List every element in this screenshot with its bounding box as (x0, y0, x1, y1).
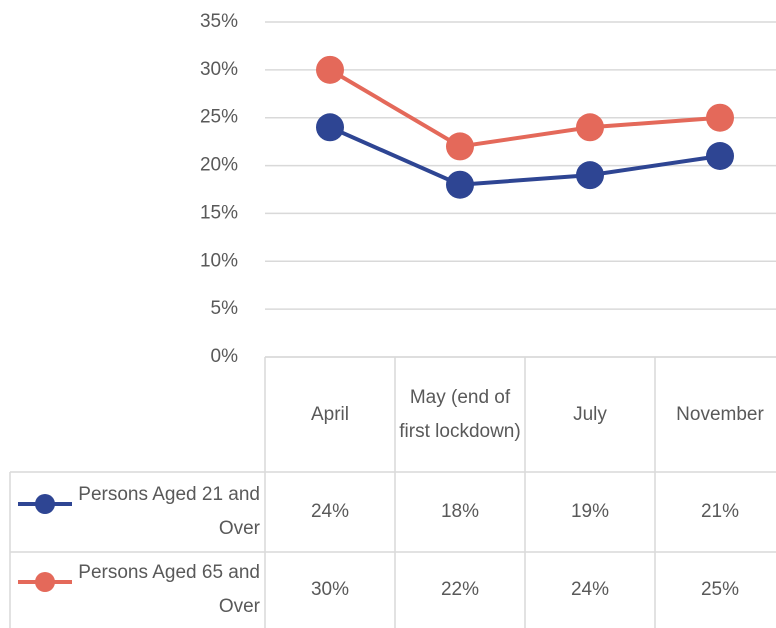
point (576, 161, 604, 190)
series-line (328, 68, 721, 149)
series-line (329, 125, 721, 187)
category-label-box: April (310, 403, 349, 425)
y-tick-label: 35% (200, 11, 238, 32)
legend-label-box: Persons Aged 65 and Over (78, 562, 260, 617)
point (706, 103, 734, 132)
category-label: May (end of first lockdown) (399, 386, 521, 442)
value-label: 21% (701, 501, 739, 522)
value-label: 18% (441, 501, 479, 522)
value-label: 25% (701, 579, 739, 600)
category-label-box: May (end of first lockdown) (399, 386, 521, 442)
y-tick-label: 0% (211, 346, 239, 367)
point (316, 55, 344, 84)
category-label-box: November (676, 403, 764, 425)
category-label: July (573, 403, 607, 425)
value-label: 30% (311, 579, 349, 600)
y-tick-label: 15% (200, 202, 238, 223)
point (706, 142, 734, 170)
point (446, 132, 474, 161)
value-label: 24% (571, 579, 609, 600)
value-label: 19% (571, 501, 609, 522)
value-label: 24% (311, 501, 349, 522)
category-label-box: July (573, 403, 607, 425)
y-tick-label: 10% (200, 250, 238, 271)
category-label: April (310, 403, 349, 425)
point (576, 113, 604, 142)
legend-marker (35, 494, 55, 514)
legend-label-box: Persons Aged 21 and Over (78, 484, 260, 539)
legend-label: Persons Aged 65 and Over (78, 562, 260, 617)
y-tick-label: 20% (200, 155, 238, 176)
point (446, 170, 474, 199)
point (316, 113, 344, 142)
category-label: November (676, 403, 764, 425)
y-tick-label: 30% (200, 59, 238, 80)
value-label: 22% (441, 579, 479, 600)
y-tick-label: 5% (211, 298, 239, 319)
legend-label: Persons Aged 21 and Over (78, 484, 260, 539)
y-tick-label: 25% (200, 107, 238, 128)
legend-marker (35, 572, 55, 592)
